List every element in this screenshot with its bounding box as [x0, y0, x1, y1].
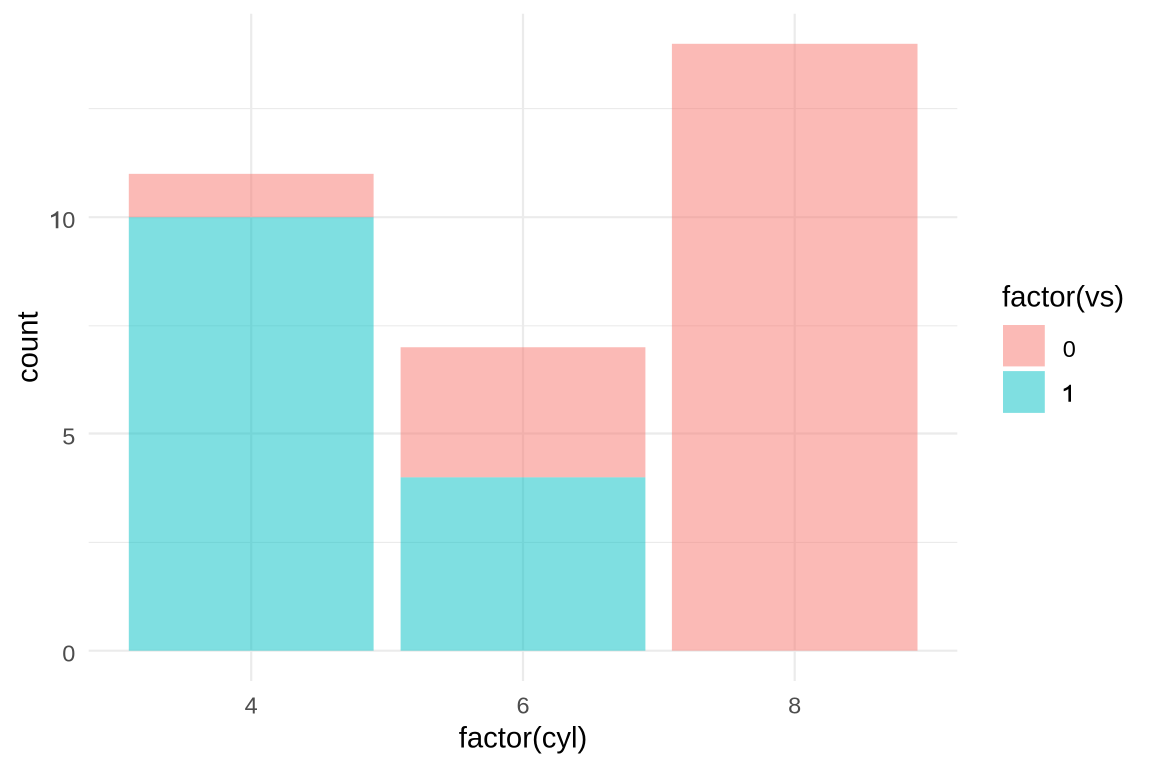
svg-text:6: 6	[516, 692, 529, 718]
svg-text:8: 8	[788, 692, 801, 718]
svg-text:5: 5	[62, 423, 75, 449]
svg-text:0: 0	[1063, 336, 1076, 362]
svg-text:count: count	[11, 311, 44, 383]
svg-text:0: 0	[62, 207, 75, 233]
svg-text:factor(cyl): factor(cyl)	[459, 722, 588, 755]
svg-text:4: 4	[245, 692, 258, 718]
svg-text:factor(vs): factor(vs)	[1002, 280, 1124, 313]
svg-text:0: 0	[62, 641, 75, 667]
